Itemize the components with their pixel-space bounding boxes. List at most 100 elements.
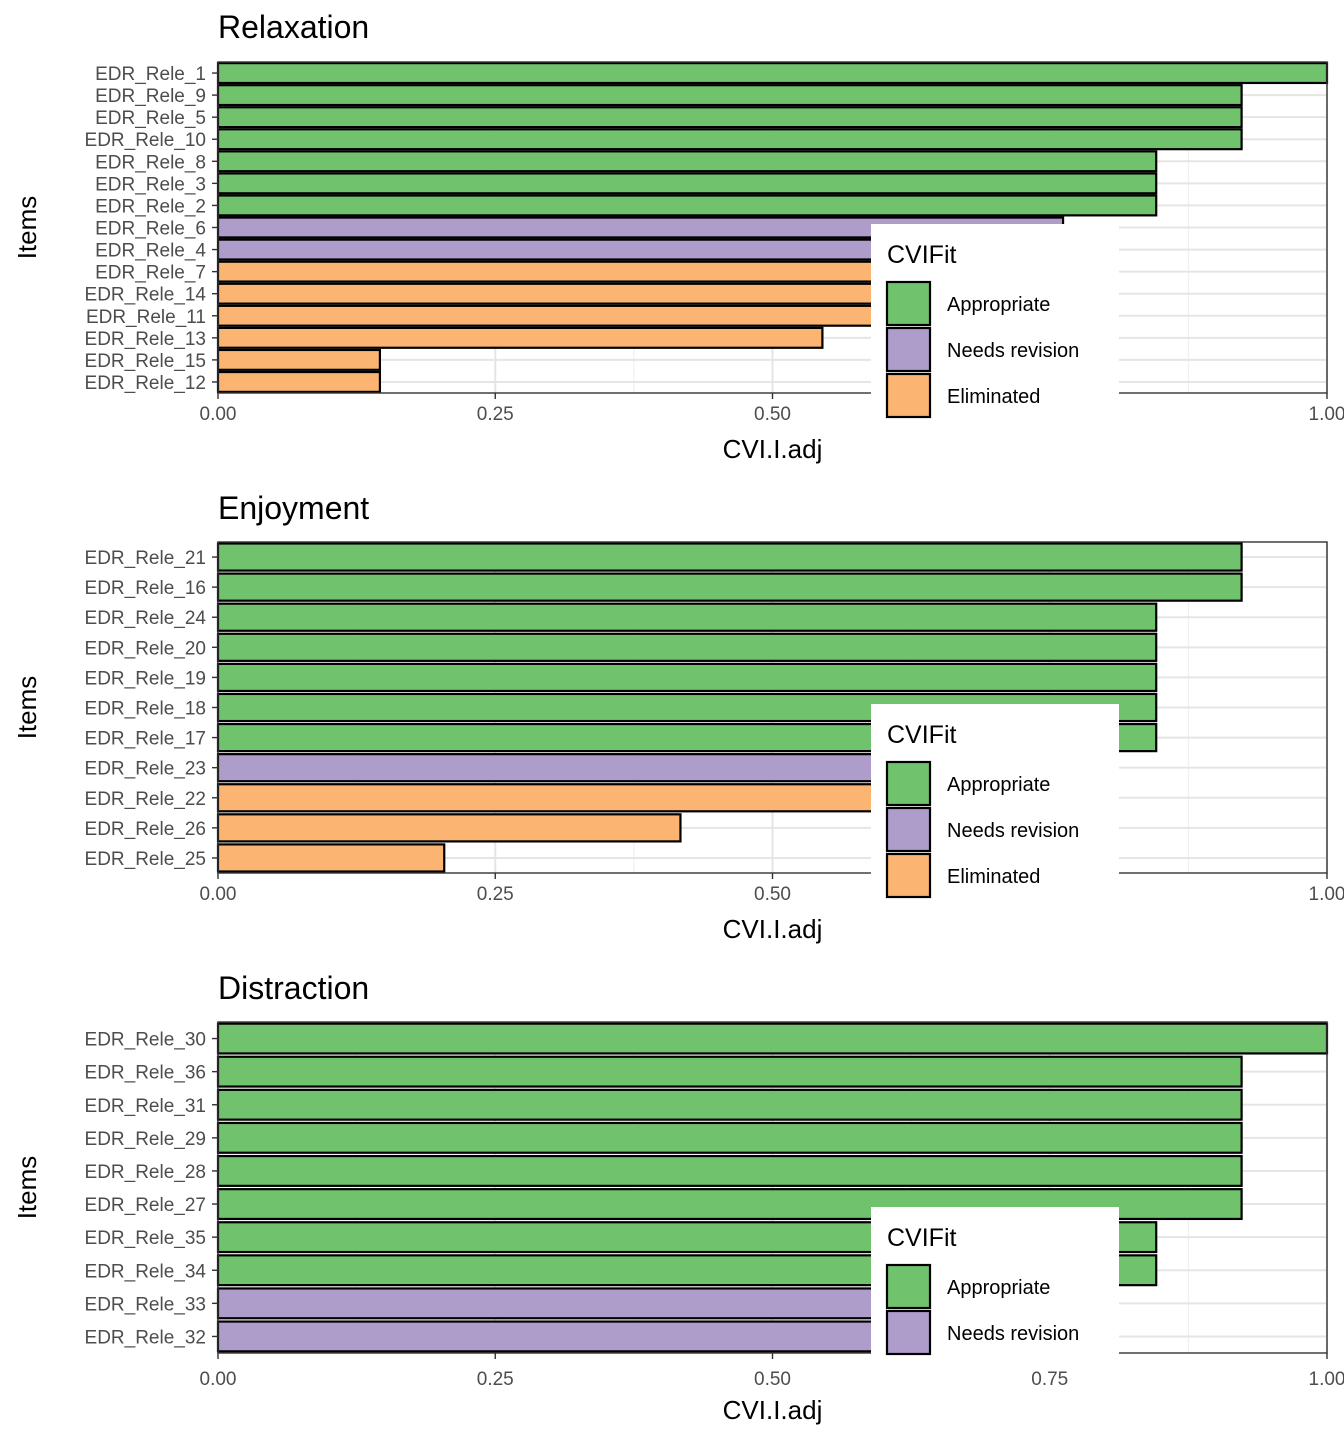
y-tick-label: EDR_Rele_33 (85, 1294, 206, 1315)
legend-label-needs-revision: Needs revision (947, 1323, 1079, 1345)
y-tick-label: EDR_Rele_17 (85, 729, 206, 750)
y-tick-label: EDR_Rele_3 (95, 174, 206, 195)
bar-edr-rele-20 (216, 632, 1158, 662)
y-tick-label: EDR_Rele_14 (85, 285, 207, 306)
y-tick-label: EDR_Rele_20 (85, 638, 206, 659)
x-tick-label: 0.50 (754, 404, 791, 425)
legend: CVIFit Appropriate Needs revision Eliminate… (871, 224, 1119, 432)
y-axis-title: Items (12, 676, 42, 740)
legend-key-eliminated (885, 372, 932, 419)
legend-key-needs-revision (885, 326, 932, 373)
bar-edr-rele-8 (216, 150, 1158, 173)
bar-edr-rele-30 (216, 1022, 1329, 1055)
y-tick-label: EDR_Rele_29 (85, 1129, 206, 1150)
y-tick-label: EDR_Rele_5 (95, 108, 206, 129)
y-tick-label: EDR_Rele_8 (95, 152, 206, 173)
x-axis-title: CVI.I.adj (723, 1395, 823, 1425)
bar-edr-rele-1 (216, 62, 1329, 85)
y-tick-label: EDR_Rele_25 (85, 849, 206, 870)
y-tick-label: EDR_Rele_35 (85, 1228, 206, 1249)
y-tick-label: EDR_Rele_2 (95, 196, 206, 217)
legend-key-appropriate (885, 280, 932, 327)
bar-edr-rele-7 (216, 260, 985, 283)
legend-title: CVIFit (887, 721, 957, 749)
y-axis-title: Items (12, 1156, 42, 1220)
legend-key-appropriate (885, 760, 932, 807)
panel-title: Distraction (218, 970, 369, 1006)
y-tick-label: EDR_Rele_34 (85, 1261, 207, 1282)
bar-edr-rele-28 (216, 1154, 1243, 1187)
y-tick-label: EDR_Rele_10 (85, 130, 206, 151)
x-tick-label: 0.25 (477, 884, 514, 905)
legend: CVIFit Appropriate Needs revision (871, 1207, 1119, 1369)
bar-edr-rele-29 (216, 1121, 1243, 1154)
x-tick-label: 0.50 (754, 884, 791, 905)
y-tick-label: EDR_Rele_7 (95, 263, 206, 284)
panel-relaxation: Relaxation EDR_Rele_1EDR_Rele_9EDR_Rele_5… (12, 9, 1344, 464)
bar-edr-rele-9 (216, 84, 1243, 107)
legend-label-appropriate: Appropriate (947, 1277, 1050, 1299)
y-tick-label: EDR_Rele_24 (85, 608, 207, 629)
panel-distraction: Distraction EDR_Rele_30 EDR_Rele_36 EDR_Rel… (12, 970, 1344, 1425)
x-axis-title: CVI.I.adj (723, 914, 823, 944)
legend-key-eliminated (885, 852, 932, 899)
panel-enjoyment: Enjoyment EDR_Rele_21 EDR_Rele_16 EDR_Rele_… (12, 490, 1344, 944)
bar-edr-rele-21 (216, 542, 1243, 572)
x-tick-label: 0.50 (754, 1369, 791, 1390)
legend-label-appropriate: Appropriate (947, 774, 1050, 796)
legend-key-appropriate (885, 1263, 932, 1310)
y-tick-label: EDR_Rele_30 (85, 1030, 206, 1051)
y-tick-label: EDR_Rele_12 (85, 373, 206, 394)
y-axis-title: Items (12, 196, 42, 260)
bar-edr-rele-24 (216, 602, 1158, 632)
x-tick-label: 0.00 (200, 404, 237, 425)
panel-title: Enjoyment (218, 490, 369, 526)
y-tick-label: EDR_Rele_22 (85, 789, 206, 810)
bar-edr-rele-31 (216, 1088, 1243, 1121)
y-tick-label: EDR_Rele_36 (85, 1063, 206, 1084)
y-tick-label: EDR_Rele_23 (85, 759, 206, 780)
x-tick-label: 0.75 (1031, 1369, 1068, 1390)
bar-edr-rele-11 (216, 304, 985, 327)
bar-edr-rele-22 (216, 783, 985, 813)
bar-edr-rele-16 (216, 572, 1243, 602)
y-tick-label: EDR_Rele_19 (85, 668, 206, 689)
legend-label-eliminated: Eliminated (947, 866, 1040, 888)
x-tick-label: 0.00 (200, 884, 237, 905)
bar-edr-rele-15 (216, 348, 382, 371)
legend-key-needs-revision (885, 1309, 932, 1356)
x-tick-label: 1.00 (1309, 1369, 1344, 1390)
x-tick-label: 1.00 (1309, 884, 1344, 905)
y-tick-label: EDR_Rele_16 (85, 578, 206, 599)
legend-title: CVIFit (887, 1224, 957, 1252)
y-tick-label: EDR_Rele_4 (95, 241, 206, 262)
y-tick-label: EDR_Rele_15 (85, 351, 206, 372)
bar-edr-rele-3 (216, 172, 1158, 195)
legend-label-needs-revision: Needs revision (947, 340, 1079, 362)
y-tick-label: EDR_Rele_6 (95, 219, 206, 240)
bar-edr-rele-10 (216, 128, 1243, 151)
bar-edr-rele-14 (216, 282, 985, 305)
bar-edr-rele-13 (216, 326, 824, 349)
y-tick-label: EDR_Rele_32 (85, 1327, 206, 1348)
bar-edr-rele-36 (216, 1055, 1243, 1088)
panel-title: Relaxation (218, 9, 369, 45)
y-tick-label: EDR_Rele_13 (85, 329, 206, 350)
bar-edr-rele-25 (216, 843, 446, 873)
x-axis-title: CVI.I.adj (723, 434, 823, 464)
bar-edr-rele-26 (216, 813, 682, 843)
bar-edr-rele-19 (216, 662, 1158, 693)
bar-edr-rele-12 (216, 370, 382, 393)
y-tick-label: EDR_Rele_31 (85, 1096, 206, 1117)
legend: CVIFit Appropriate Needs revision Eliminate… (871, 704, 1119, 912)
x-tick-label: 1.00 (1309, 404, 1344, 425)
legend-label-appropriate: Appropriate (947, 294, 1050, 316)
legend-label-eliminated: Eliminated (947, 386, 1040, 408)
y-tick-label: EDR_Rele_9 (95, 86, 206, 107)
y-tick-label: EDR_Rele_18 (85, 699, 206, 720)
y-tick-label: EDR_Rele_1 (95, 64, 206, 85)
bar-edr-rele-2 (216, 194, 1158, 217)
x-tick-label: 0.25 (477, 404, 514, 425)
legend-title: CVIFit (887, 241, 957, 269)
x-tick-label: 0.00 (200, 1369, 237, 1390)
